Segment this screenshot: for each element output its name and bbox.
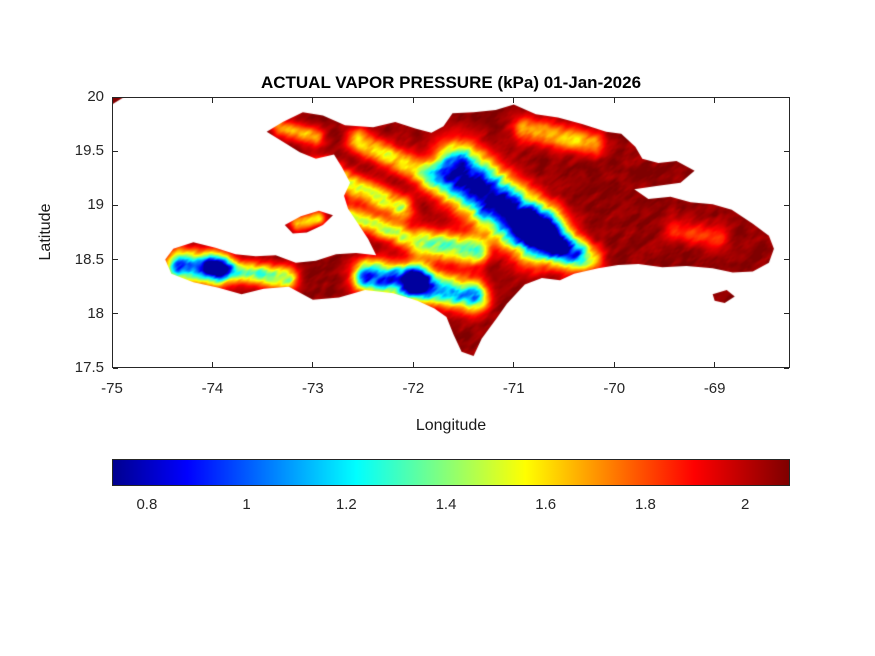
heatmap-canvas: [112, 97, 790, 368]
x-tick-mark: [111, 362, 113, 367]
x-tick-mark: [211, 362, 213, 367]
x-tick-mark: [211, 98, 213, 103]
y-tick-label: 19: [87, 196, 104, 214]
x-axis-label: Longitude: [415, 417, 487, 434]
colorbar: [112, 459, 790, 486]
x-tick-mark: [412, 98, 414, 103]
x-tick-label: -75: [101, 380, 123, 397]
x-tick-mark: [312, 98, 314, 103]
x-tick-mark: [613, 98, 615, 103]
colorbar-tick-label: 0.8: [136, 496, 158, 513]
y-tick-label: 18.5: [74, 250, 104, 268]
x-tick-mark: [412, 362, 414, 367]
x-tick-mark: [312, 362, 314, 367]
y-tick-mark: [113, 96, 118, 98]
y-tick-mark: [784, 367, 789, 369]
y-tick-mark: [784, 96, 789, 98]
x-tick-label: -70: [603, 380, 626, 397]
y-tick-mark: [784, 204, 789, 206]
y-tick-mark: [784, 150, 789, 152]
colorbar-tick-label: 1.4: [435, 496, 457, 513]
y-tick-mark: [113, 259, 118, 261]
colorbar-tick-label: 1: [242, 496, 251, 513]
y-tick-label: 17.5: [74, 359, 104, 376]
chart-title: ACTUAL VAPOR PRESSURE (kPa) 01-Jan-2026: [260, 73, 642, 92]
x-tick-mark: [714, 362, 716, 367]
colorbar-tick-label: 1.8: [634, 496, 656, 513]
x-tick-label: -74: [201, 380, 224, 397]
x-tick-mark: [714, 98, 716, 103]
x-tick-mark: [613, 362, 615, 367]
colorbar-tick-label: 2: [740, 496, 750, 513]
y-tick-mark: [113, 150, 118, 152]
x-tick-label: -73: [302, 380, 324, 397]
y-tick-label: 20: [87, 88, 104, 105]
y-tick-mark: [113, 367, 118, 369]
y-tick-label: 19.5: [74, 142, 104, 160]
x-tick-mark: [513, 362, 515, 367]
x-tick-label: -69: [703, 380, 726, 397]
colorbar-tick-label: 1.6: [535, 496, 557, 513]
y-tick-mark: [113, 313, 118, 315]
y-tick-label: 18: [87, 304, 104, 322]
x-tick-label: -72: [402, 380, 425, 397]
y-tick-mark: [113, 204, 118, 206]
x-tick-label: -71: [502, 380, 525, 397]
y-tick-mark: [784, 313, 789, 315]
colorbar-tick-label: 1.2: [335, 496, 357, 513]
x-tick-mark: [513, 98, 515, 103]
y-tick-mark: [784, 259, 789, 261]
x-tick-mark: [111, 98, 113, 103]
